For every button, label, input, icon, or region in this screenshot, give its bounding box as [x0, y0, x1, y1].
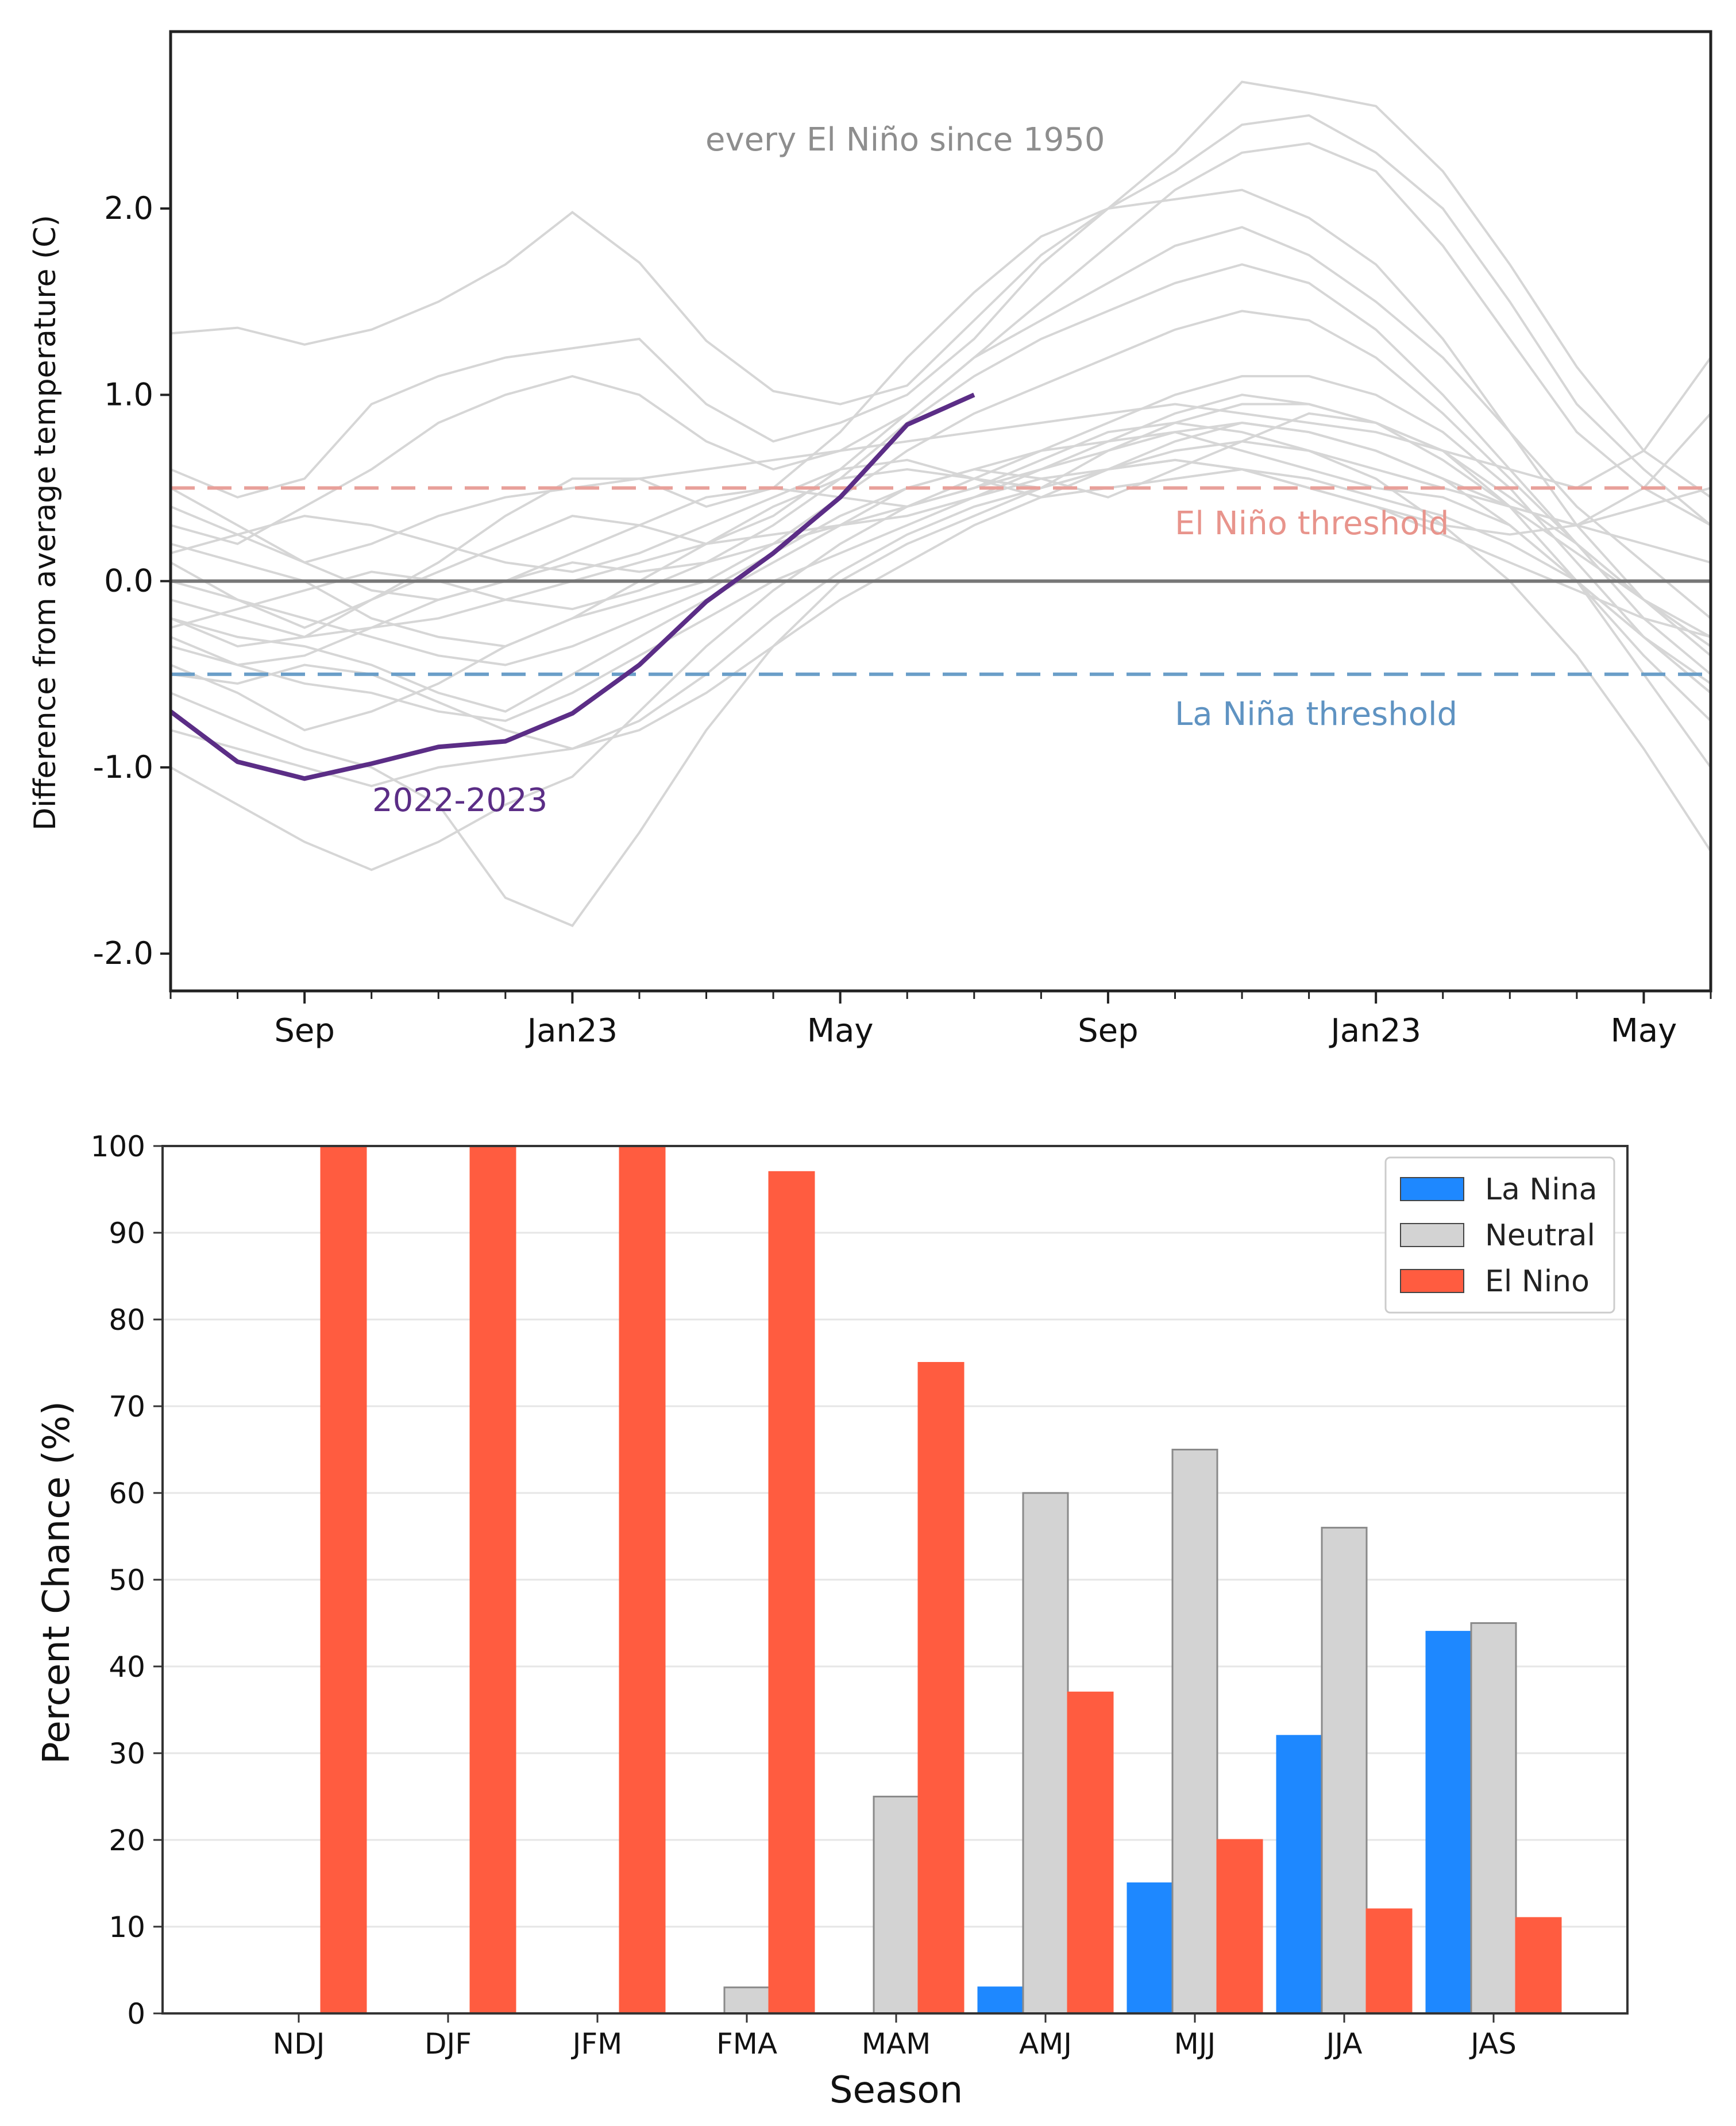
top-x-tick-label: Jan23	[1329, 1012, 1421, 1050]
bottom-x-tick-label: FMA	[716, 2027, 777, 2061]
background-series-line	[170, 357, 1712, 564]
bottom-y-axis-label: Percent Chance (%)	[36, 1401, 78, 1764]
bar-group-jfm	[619, 1145, 666, 2015]
bar-el-nino-amj	[1067, 1691, 1114, 2015]
bar-neutral-jas	[1470, 1622, 1517, 2015]
bottom-y-tick-label: 40	[109, 1650, 145, 1684]
bar-la-nina-mjj	[1127, 1882, 1174, 2015]
background-series-line	[170, 421, 1712, 769]
bottom-y-tick-label: 20	[109, 1824, 145, 1857]
top-plot-frame	[169, 30, 1712, 993]
top-y-tick-label: -1.0	[93, 749, 153, 785]
bottom-x-tick-label: JJA	[1325, 2027, 1363, 2061]
background-series-line	[170, 226, 1712, 629]
bottom-x-tick-label: JAS	[1469, 2027, 1517, 2061]
bottom-x-tick-label: DJF	[425, 2027, 472, 2061]
background-series-line	[170, 80, 1712, 499]
bar-la-nina-jas	[1425, 1631, 1472, 2015]
bar-la-nina-amj	[977, 1986, 1024, 2015]
bar-group-djf	[469, 1145, 516, 2015]
bar-el-nino-mam	[917, 1362, 965, 2015]
top-y-tick-label: -2.0	[93, 935, 153, 971]
top-x-tick-label: May	[807, 1012, 874, 1050]
bottom-y-tick-label: 80	[109, 1303, 145, 1337]
threshold-lines	[171, 486, 1711, 676]
bar-group-jja	[1276, 1526, 1413, 2015]
bottom-y-tick-label: 0	[127, 1997, 145, 2031]
legend-swatch-la-nina	[1400, 1177, 1464, 1201]
bottom-y-tick-label: 70	[109, 1390, 145, 1423]
bar-el-nino-mjj	[1216, 1839, 1263, 2015]
background-series-line	[170, 375, 1712, 871]
el-nino-threshold-label: El Niño threshold	[1175, 505, 1449, 542]
bar-el-nino-ndj	[320, 1145, 367, 2015]
legend-label-la-nina: La Nina	[1485, 1172, 1598, 1207]
background-series-line	[170, 263, 1712, 666]
bar-group-jas	[1425, 1622, 1562, 2015]
bar-neutral-mjj	[1171, 1449, 1218, 2015]
enso-probability-chart: 0 10 20 30 40 50 60 70 80 90 100 NDJ DJF JFM FMA MAM AMJ…	[36, 1130, 1629, 2112]
bottom-y-tick-label: 50	[109, 1564, 145, 1597]
bottom-x-axis-label: Season	[830, 2069, 963, 2112]
bar-group-fma	[723, 1171, 815, 2015]
bar-el-nino-jfm	[619, 1145, 666, 2015]
bar-groups	[320, 1145, 1562, 2015]
bar-group-ndj	[320, 1145, 367, 2015]
current-series-line	[169, 392, 975, 781]
top-y-tick-label: 1.0	[104, 376, 153, 412]
legend-label-el-nino: El Nino	[1485, 1264, 1590, 1299]
bottom-y-tick-label: 60	[109, 1477, 145, 1510]
background-series-line	[170, 431, 1712, 694]
current-series-group	[169, 392, 975, 781]
bar-el-nino-jas	[1515, 1917, 1562, 2015]
bar-neutral-mam	[873, 1796, 920, 2015]
bar-neutral-amj	[1022, 1492, 1069, 2015]
bar-group-amj	[977, 1492, 1114, 2015]
background-series-line	[170, 440, 1712, 852]
bottom-axes: 0 10 20 30 40 50 60 70 80 90 100 NDJ DJF JFM FMA MAM AMJ…	[91, 1130, 1517, 2061]
background-series-line	[170, 412, 1712, 648]
background-series-line	[170, 458, 1711, 638]
background-series-line	[170, 188, 1712, 648]
background-series-line	[170, 114, 1712, 526]
top-y-tick-label: 0.0	[104, 563, 153, 599]
bottom-y-tick-label: 90	[109, 1217, 145, 1250]
background-series-line	[170, 458, 1711, 573]
legend-label-neutral: Neutral	[1485, 1218, 1595, 1253]
background-series-line	[170, 458, 1712, 750]
bar-el-nino-jja	[1365, 1908, 1413, 2015]
bottom-y-tick-label: 100	[91, 1130, 145, 1163]
current-series-label: 2022-2023	[372, 782, 547, 819]
bottom-x-tick-label: JFM	[571, 2027, 623, 2061]
bar-la-nina-jja	[1276, 1735, 1323, 2015]
top-axes: -2.0 -1.0 0.0 1.0 2.0 Sep Jan23 May Sep Jan23 May	[93, 190, 1712, 1050]
top-x-tick-label: Jan23	[526, 1012, 618, 1050]
bottom-y-tick-label: 30	[109, 1737, 145, 1770]
legend-swatch-neutral	[1400, 1223, 1464, 1247]
bottom-x-tick-label: AMJ	[1019, 2027, 1072, 2061]
bottom-x-tick-label: MAM	[862, 2027, 931, 2061]
legend-swatch-el-nino	[1400, 1269, 1464, 1293]
legend: La Nina Neutral El Nino	[1384, 1156, 1615, 1314]
bar-neutral-jja	[1321, 1526, 1368, 2015]
bar-el-nino-fma	[768, 1171, 815, 2015]
background-series-label: every El Niño since 1950	[705, 121, 1105, 159]
background-el-nino-lines	[170, 80, 1712, 927]
bottom-y-tick-label: 10	[109, 1911, 145, 1944]
bottom-x-tick-label: MJJ	[1174, 2027, 1216, 2061]
bar-el-nino-djf	[469, 1145, 516, 2015]
top-y-tick-label: 2.0	[104, 190, 153, 226]
top-y-axis-label: Difference from average temperature (C)	[28, 215, 63, 831]
background-series-line	[170, 403, 1712, 927]
bar-neutral-fma	[723, 1986, 770, 2015]
top-x-tick-label: Sep	[1078, 1012, 1139, 1050]
la-nina-threshold-label: La Niña threshold	[1175, 696, 1457, 733]
top-x-tick-label: May	[1611, 1012, 1677, 1050]
bottom-x-tick-label: NDJ	[273, 2027, 325, 2061]
bar-group-mjj	[1127, 1449, 1263, 2015]
top-x-tick-label: Sep	[274, 1012, 335, 1050]
